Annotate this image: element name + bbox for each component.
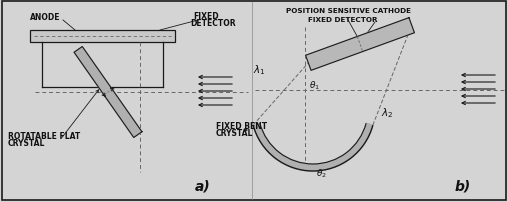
Polygon shape (306, 19, 415, 71)
Text: POSITION SENSITIVE CATHODE: POSITION SENSITIVE CATHODE (286, 8, 411, 14)
Text: FIXED DETECTOR: FIXED DETECTOR (308, 17, 377, 23)
Text: $\lambda_2$: $\lambda_2$ (381, 105, 393, 119)
Text: b): b) (455, 179, 471, 193)
Text: FIXED BENT: FIXED BENT (216, 121, 267, 130)
Text: $\lambda_1$: $\lambda_1$ (253, 63, 266, 76)
Text: DETECTOR: DETECTOR (190, 19, 236, 28)
Polygon shape (74, 47, 142, 138)
Text: a): a) (195, 179, 211, 193)
Text: $\theta_1$: $\theta_1$ (309, 80, 320, 92)
Bar (30, 31, 175, 43)
Text: ROTATABLE FLAT: ROTATABLE FLAT (8, 131, 80, 140)
Polygon shape (253, 124, 373, 171)
Text: FIXED: FIXED (193, 12, 218, 21)
Text: CRYSTAL: CRYSTAL (216, 128, 253, 137)
Text: $\theta_2$: $\theta_2$ (316, 167, 327, 180)
Text: CRYSTAL: CRYSTAL (8, 138, 45, 147)
Text: ANODE: ANODE (30, 13, 60, 22)
